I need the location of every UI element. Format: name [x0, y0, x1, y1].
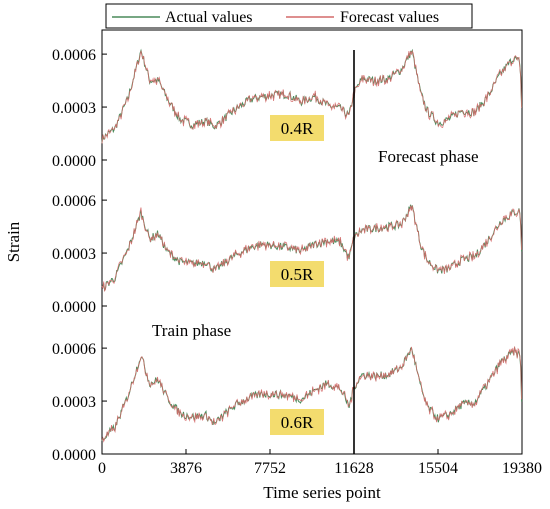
y-axis-label: Strain [4, 221, 23, 262]
y-tick-label: 0.0003 [52, 394, 96, 411]
y-tick-label: 0.0006 [52, 47, 96, 64]
x-ticks-group: 0 3876 7752 11628 15504 19380 [98, 449, 542, 477]
y-tick-label: 0.0003 [52, 100, 96, 117]
radius-badge-label: 0.6R [281, 413, 314, 432]
panels-group: 0.4R 0.5R 0.6R [101, 48, 523, 443]
radius-badge [270, 409, 324, 435]
radius-badge [270, 261, 324, 287]
legend: Actual values Forecast values [105, 3, 473, 29]
x-tick-label: 7752 [254, 460, 286, 477]
train-phase-label: Train phase [152, 321, 231, 340]
y-ticks-group: 0.0000 0.0003 0.0006 0.0000 0.0003 0.0006 0.00… [52, 47, 107, 464]
y-tick-label: 0.0006 [52, 193, 96, 210]
radius-badge-label: 0.5R [281, 265, 314, 284]
series-line-forecast [101, 49, 522, 144]
panel-0.5R: 0.5R [101, 204, 523, 293]
y-tick-label: 0.0006 [52, 341, 96, 358]
series-line-forecast [101, 346, 522, 443]
y-tick-label: 0.0003 [52, 246, 96, 263]
panel-0.6R: 0.6R [101, 346, 523, 443]
x-tick-label: 0 [98, 460, 106, 477]
x-tick-label: 3876 [170, 460, 202, 477]
y-tick-label: 0.0000 [52, 153, 96, 170]
series-line-forecast [101, 205, 522, 293]
x-tick-label: 19380 [502, 460, 542, 477]
legend-box [105, 3, 473, 29]
y-tick-label: 0.0000 [52, 447, 96, 464]
radius-badge-label: 0.4R [281, 119, 314, 138]
x-tick-label: 15504 [418, 460, 458, 477]
x-tick-label: 11628 [334, 460, 373, 477]
plot-frame [101, 29, 523, 455]
panel-0.4R: 0.4R [101, 48, 523, 144]
forecast-phase-label: Forecast phase [378, 147, 479, 166]
radius-badge [270, 115, 324, 141]
x-axis-label: Time series point [263, 483, 381, 502]
legend-forecast-label: Forecast values [340, 9, 439, 26]
y-tick-label: 0.0000 [52, 299, 96, 316]
legend-actual-label: Actual values [165, 9, 253, 26]
